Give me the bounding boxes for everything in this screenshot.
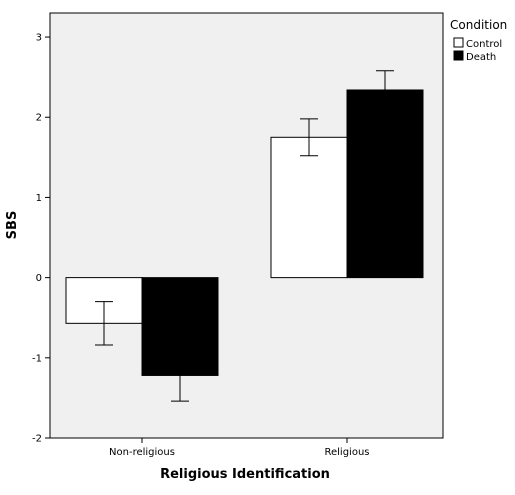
error-bars	[95, 70, 394, 402]
y-tick-label-3: 1	[36, 193, 42, 204]
legend-swatch-control	[453, 37, 464, 48]
bar-death-1	[346, 89, 424, 279]
x-tick-label-0: Non-religious	[109, 447, 175, 458]
x-tick-label-1: Religious	[325, 447, 370, 458]
y-tick-label-4: 2	[36, 113, 42, 124]
y-tick-label-0: -2	[32, 434, 42, 445]
legend-title: Condition	[450, 18, 507, 32]
y-axis: -2 -1 0 1 2 3	[32, 33, 50, 445]
legend: Condition Control Death	[450, 18, 507, 63]
legend-label-control: Control	[466, 39, 502, 50]
y-tick-label-2: 0	[36, 273, 42, 284]
error-bar-death-0	[171, 349, 189, 402]
legend-label-death: Death	[466, 52, 496, 63]
bar-control-1	[270, 136, 348, 279]
y-axis-title: SBS	[5, 211, 20, 240]
y-tick-label-5: 3	[36, 33, 42, 44]
error-bar-control-1	[300, 118, 318, 157]
x-axis-title: Religious Identification	[160, 467, 330, 482]
error-bar-death-1	[376, 70, 394, 110]
x-axis: Non-religious Religious	[109, 438, 370, 458]
error-bar-control-0	[95, 301, 113, 346]
y-tick-label-1: -1	[32, 353, 42, 364]
legend-swatch-death	[453, 50, 464, 61]
